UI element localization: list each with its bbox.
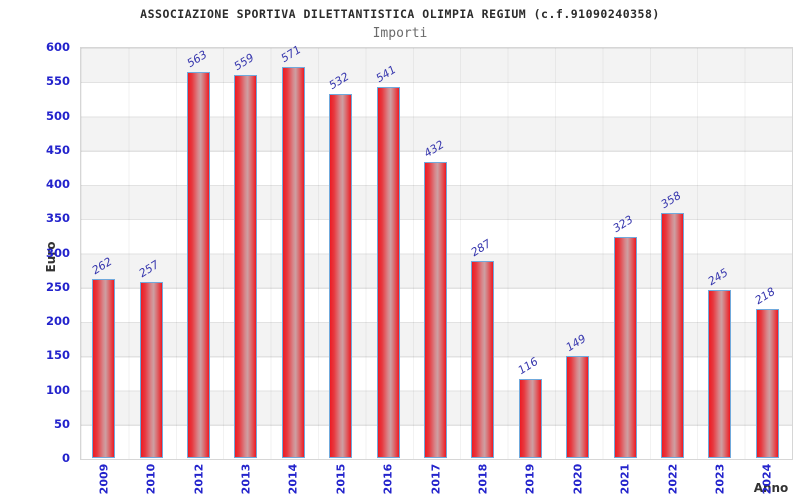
x-axis-tick-label: 2016 <box>381 463 395 495</box>
y-axis-tick-label: 100 <box>45 382 70 397</box>
bar-2014 <box>281 66 305 458</box>
y-axis-tick-label: 150 <box>45 348 70 363</box>
bar-2024 <box>755 308 779 458</box>
y-axis-tick-label: 550 <box>45 74 70 89</box>
x-axis-tick-label: 2010 <box>144 463 158 495</box>
x-axis-tick-label: 2023 <box>713 463 727 495</box>
y-axis-tick-label: 350 <box>45 211 70 226</box>
bar-2023 <box>708 290 732 458</box>
chart-subtitle: Importi <box>372 26 428 41</box>
x-axis-tick-label: 2009 <box>97 463 111 495</box>
x-axis-tick-label: 2024 <box>760 463 774 495</box>
x-axis-tick-label: 2021 <box>618 463 632 495</box>
x-axis-tick-label: 2022 <box>666 463 679 495</box>
bar-2016 <box>376 87 400 458</box>
bar-2013 <box>234 75 258 458</box>
chart-title: ASSOCIAZIONE SPORTIVA DILETTANTISTICA OL… <box>140 7 660 21</box>
x-axis-tick-label: 2018 <box>476 463 490 495</box>
bar-2022 <box>661 212 684 458</box>
y-axis-tick-label: 600 <box>45 40 70 54</box>
x-axis-tick-label: 2013 <box>239 463 253 495</box>
y-axis-tick-label: 0 <box>61 451 70 465</box>
y-axis-tick-label: 400 <box>45 177 70 191</box>
x-axis-tick-label: 2020 <box>571 463 585 495</box>
bar-2020 <box>566 355 590 458</box>
bar-2021 <box>613 236 637 458</box>
x-axis-tick-label: 2014 <box>286 463 300 495</box>
y-axis-tick-label: 50 <box>53 416 70 431</box>
y-axis-tick-label: 250 <box>45 279 70 294</box>
bar-2018 <box>471 261 495 458</box>
bar-2009 <box>92 278 116 458</box>
bar-2017 <box>424 162 447 458</box>
bar-2015 <box>329 93 353 458</box>
x-axis-tick-label: 2019 <box>523 463 537 495</box>
y-axis-tick-label: 500 <box>45 108 70 123</box>
x-axis-title: Anno <box>753 481 789 495</box>
x-axis-tick-label: 2012 <box>192 463 205 495</box>
y-axis-tick-label: 300 <box>45 245 70 260</box>
x-axis-tick-label: 2015 <box>334 463 348 495</box>
bar-2010 <box>139 281 163 458</box>
bar-2012 <box>187 72 210 458</box>
y-axis-tick-label: 200 <box>45 314 70 328</box>
x-axis-tick-label: 2017 <box>429 463 442 495</box>
bar-2019 <box>518 378 542 458</box>
y-axis-tick-label: 450 <box>45 142 70 157</box>
